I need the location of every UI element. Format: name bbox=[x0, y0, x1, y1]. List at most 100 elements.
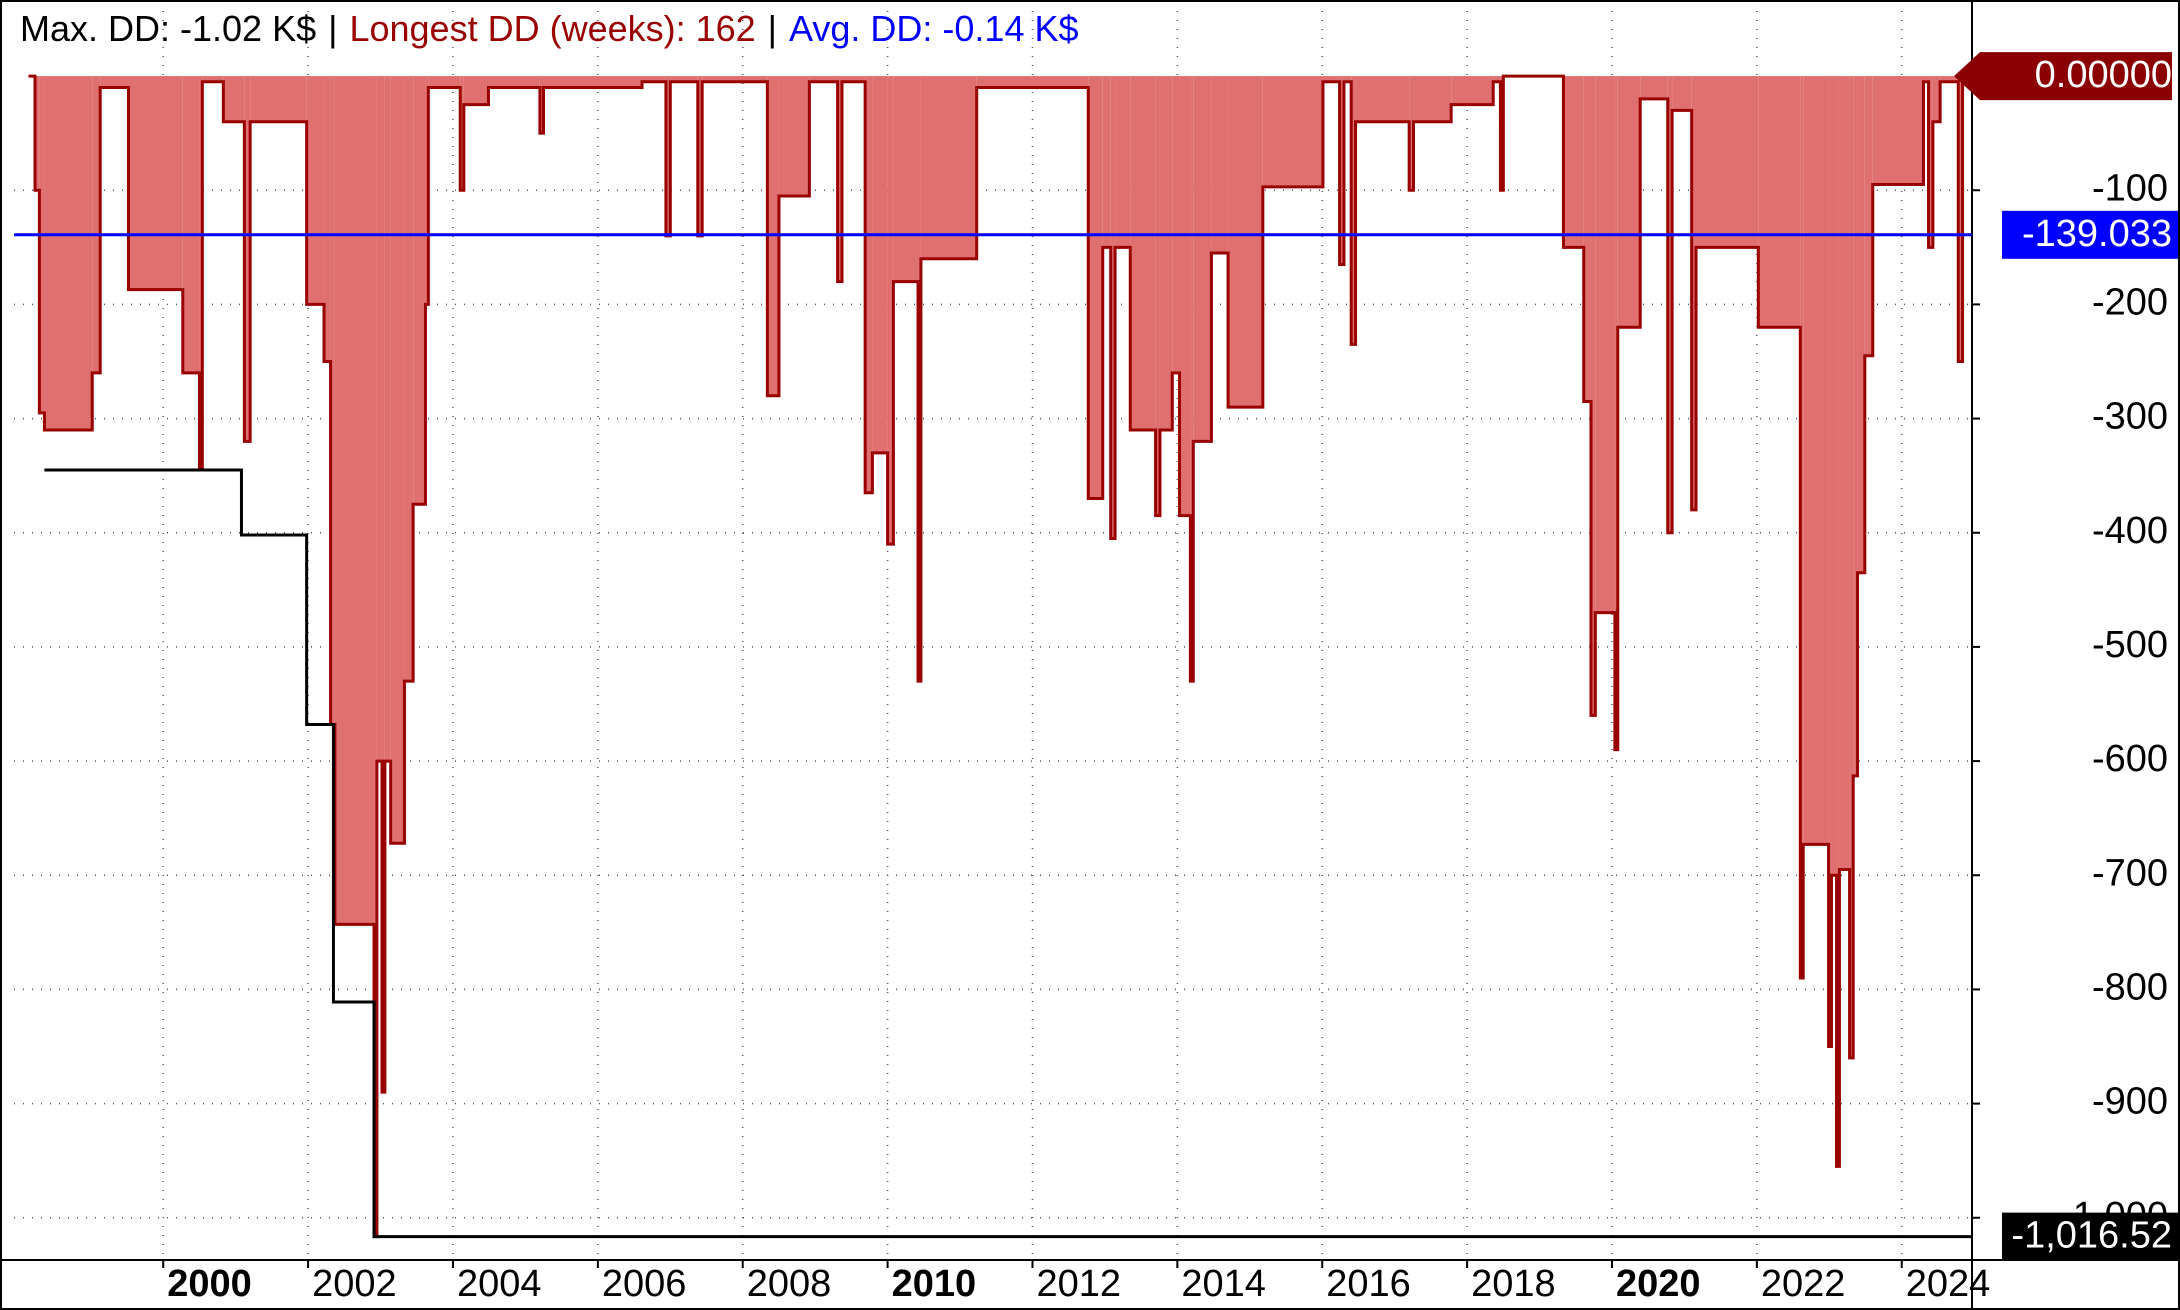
drawdown-bar bbox=[428, 76, 461, 88]
drawdown-bar bbox=[1839, 76, 1850, 870]
y-tick-label: -500 bbox=[2092, 624, 2168, 666]
y-tick-label: -400 bbox=[2092, 510, 2168, 552]
drawdown-bar bbox=[1595, 76, 1615, 613]
x-tick-label: 2000 bbox=[167, 1263, 252, 1305]
badge-label: -1,016.52 bbox=[2011, 1215, 2172, 1257]
drawdown-bar bbox=[100, 76, 129, 88]
drawdown-bar bbox=[837, 76, 842, 282]
drawdown-bar bbox=[670, 76, 698, 82]
y-tick-label: -100 bbox=[2092, 167, 2168, 209]
drawdown-bar bbox=[463, 76, 489, 105]
drawdown-bar bbox=[182, 76, 200, 373]
drawdown-bar bbox=[1691, 76, 1697, 510]
header: Max. DD: -1.02 K$ | Longest DD (weeks): 16… bbox=[20, 8, 1079, 49]
drawdown-bar bbox=[887, 76, 894, 545]
drawdown-bar bbox=[1853, 76, 1858, 776]
drawdown-bar bbox=[841, 76, 866, 82]
max-dd-line bbox=[44, 468, 1972, 1239]
y-tick-label: -900 bbox=[2092, 1081, 2168, 1123]
drawdown-bar bbox=[1872, 76, 1924, 185]
drawdown-bar bbox=[642, 76, 666, 82]
drawdown-bar bbox=[1958, 76, 1963, 362]
drawdown-bar bbox=[488, 76, 540, 88]
drawdown-bar bbox=[1159, 76, 1173, 430]
drawdown-bar bbox=[92, 76, 101, 373]
drawdown-bar bbox=[460, 76, 464, 191]
drawdown-bar bbox=[35, 76, 40, 191]
x-tick-label: 2008 bbox=[747, 1263, 832, 1305]
x-tick-label: 2010 bbox=[892, 1263, 977, 1305]
drawdown-bar bbox=[1110, 76, 1116, 539]
drawdown-bar bbox=[872, 76, 888, 453]
drawdown-bar bbox=[1413, 76, 1452, 122]
drawdown-bar bbox=[697, 76, 703, 236]
x-tick-label: 2004 bbox=[457, 1263, 542, 1305]
drawdown-bar bbox=[1211, 76, 1229, 254]
drawdown-bar bbox=[1102, 76, 1111, 248]
drawdown-bar bbox=[39, 76, 45, 413]
header-separator: | bbox=[768, 8, 777, 49]
drawdown-bar bbox=[1803, 76, 1829, 845]
y-tick-label: -200 bbox=[2092, 281, 2168, 323]
x-tick-label: 2014 bbox=[1181, 1263, 1266, 1305]
badge-label: 0.00000 bbox=[2035, 54, 2172, 96]
drawdown-bar bbox=[250, 76, 307, 122]
drawdown-bar bbox=[1190, 76, 1194, 682]
y-tick-label: -600 bbox=[2092, 738, 2168, 780]
drawdown-bar bbox=[1155, 76, 1160, 516]
drawdown-bar bbox=[1355, 76, 1410, 122]
drawdown-bar bbox=[1583, 76, 1591, 402]
drawdown-bar bbox=[920, 76, 977, 259]
drawdown-bar bbox=[404, 76, 414, 682]
drawdown-bar bbox=[1262, 76, 1323, 187]
drawdown-bar bbox=[1667, 76, 1673, 533]
value-badge: 0.00000 bbox=[1954, 52, 2172, 101]
drawdown-bar bbox=[413, 76, 426, 505]
badge-shape bbox=[2002, 210, 2178, 259]
y-tick-label: -800 bbox=[2092, 966, 2168, 1008]
drawdown-bar bbox=[1339, 76, 1344, 265]
drawdown-bar bbox=[1088, 76, 1103, 499]
drawdown-bar bbox=[1343, 76, 1352, 82]
header-item: Max. DD: -1.02 K$ bbox=[20, 8, 316, 49]
drawdown-bar bbox=[376, 76, 382, 762]
header-item: Longest DD (weeks): 162 bbox=[349, 8, 755, 49]
drawdown-bar bbox=[1672, 76, 1692, 111]
drawdown-bar bbox=[539, 76, 544, 134]
x-tick-label: 2002 bbox=[312, 1263, 397, 1305]
drawdown-bar bbox=[1640, 76, 1668, 99]
drawdown-bar bbox=[374, 76, 377, 1237]
header-separator: | bbox=[328, 8, 337, 49]
drawdown-bar bbox=[1828, 76, 1832, 1047]
drawdown-bar bbox=[1831, 76, 1837, 876]
x-tick-label: 2020 bbox=[1616, 1263, 1701, 1305]
drawdown-bar bbox=[893, 76, 919, 282]
drawdown-bar bbox=[1696, 76, 1759, 248]
drawdown-bar bbox=[1322, 76, 1340, 82]
x-tick-label: 2018 bbox=[1471, 1263, 1556, 1305]
drawdown-bar bbox=[1130, 76, 1156, 430]
drawdown-bar bbox=[1617, 76, 1641, 328]
drawdown-bar bbox=[1836, 76, 1840, 1167]
drawdown-bar bbox=[1228, 76, 1263, 408]
x-tick-label: 2016 bbox=[1326, 1263, 1411, 1305]
drawdown-bar bbox=[390, 76, 405, 844]
drawdown-bar bbox=[1172, 76, 1180, 373]
drawdown-bar bbox=[1940, 76, 1959, 82]
badge-label: -139.033 bbox=[2022, 213, 2172, 255]
x-tick-label: 2012 bbox=[1036, 1263, 1121, 1305]
drawdown-bar bbox=[1849, 76, 1854, 1058]
drawdown-bar bbox=[976, 76, 1089, 88]
drawdown-bar bbox=[543, 76, 643, 88]
drawdown-bar bbox=[1932, 76, 1941, 122]
drawdown-bar bbox=[1864, 76, 1873, 356]
header-item: Avg. DD: -0.14 K$ bbox=[789, 8, 1078, 49]
y-tick-label: -700 bbox=[2092, 852, 2168, 894]
drawdown-bar bbox=[702, 76, 768, 82]
drawdown-bar bbox=[1923, 76, 1929, 82]
x-tick-label: 2024 bbox=[1906, 1263, 1991, 1305]
badge-shape bbox=[1954, 52, 2172, 101]
drawdown-bar bbox=[1493, 76, 1501, 82]
drawdown-bar bbox=[381, 76, 385, 1093]
value-badge: -1,016.52 bbox=[2002, 1212, 2178, 1261]
